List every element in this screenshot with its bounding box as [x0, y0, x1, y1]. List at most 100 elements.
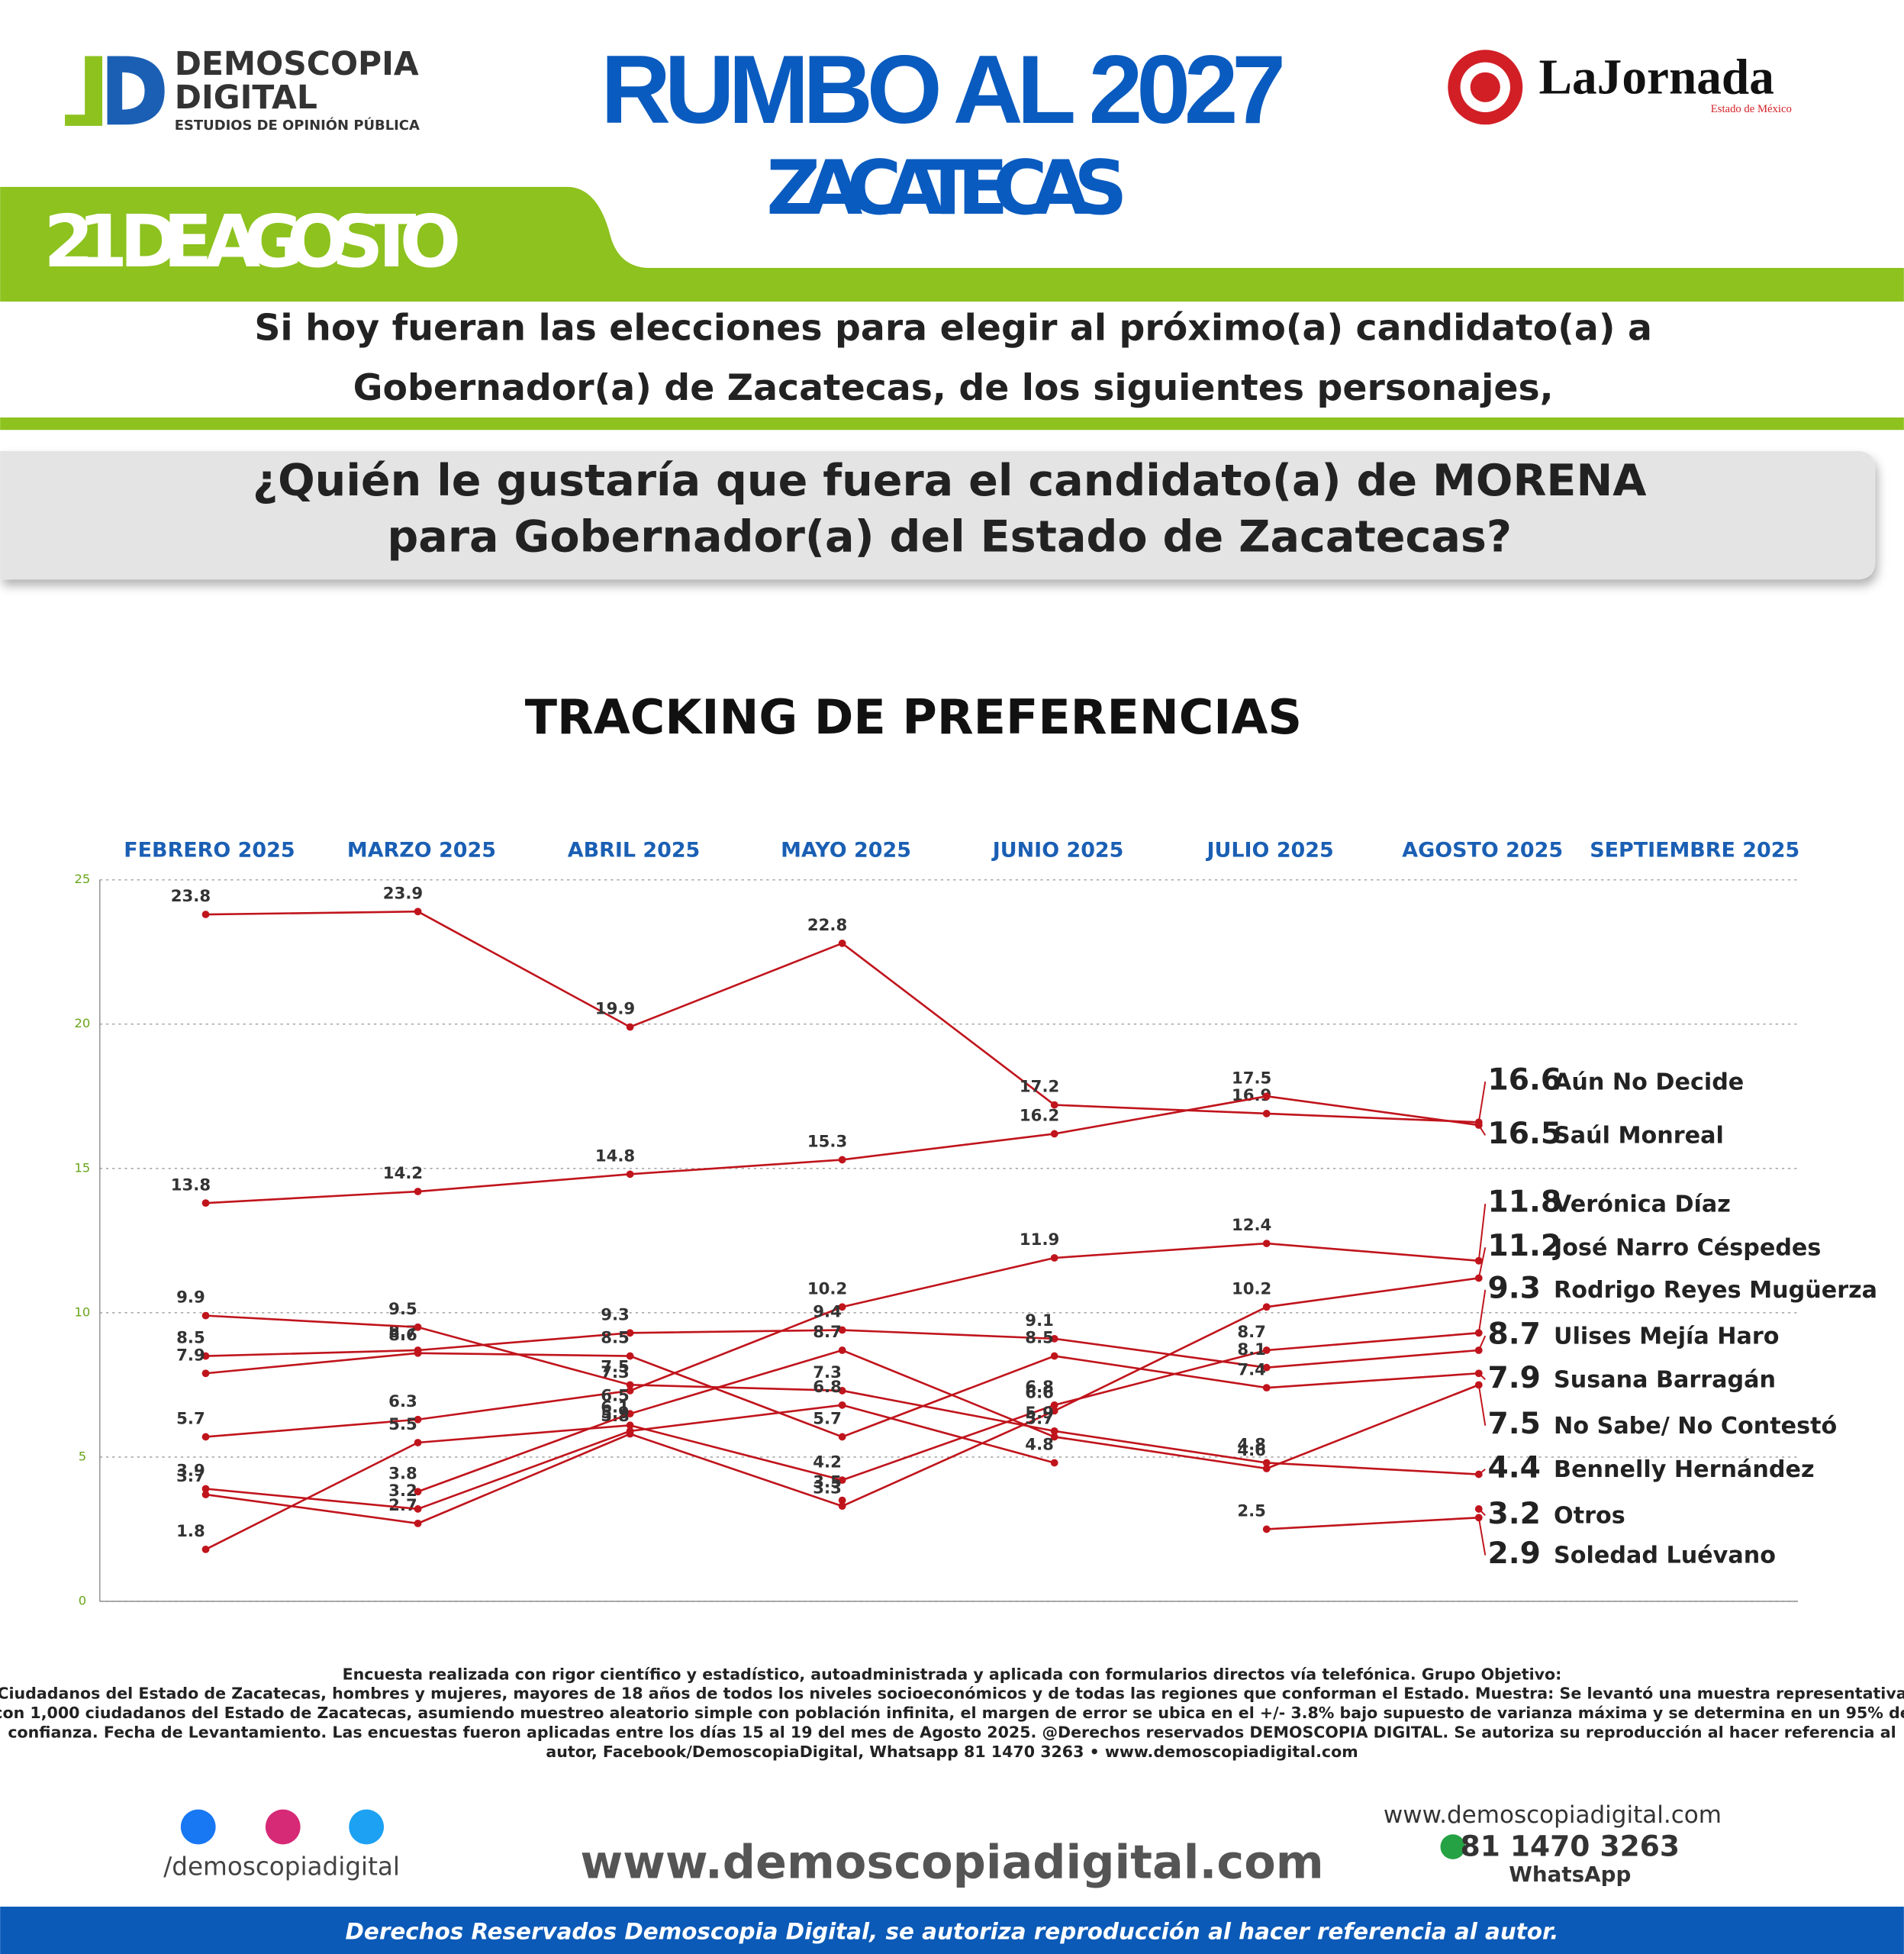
x-tick-label: ABRIL 2025 — [568, 839, 701, 863]
partner-name: LaJornada — [1538, 50, 1774, 105]
footnote: Ciudadanos del Estado de Zacatecas, homb… — [0, 1685, 1904, 1703]
data-label: 13.8 — [171, 1175, 211, 1195]
data-label: 11.9 — [1020, 1230, 1059, 1249]
y-tick-label: 5 — [79, 1449, 86, 1463]
point — [838, 1346, 846, 1354]
point — [414, 1415, 422, 1424]
point — [838, 1326, 846, 1334]
data-label: 6.8 — [1025, 1378, 1054, 1397]
y-tick-label: 10 — [75, 1304, 91, 1319]
data-label: 8.1 — [1237, 1340, 1266, 1359]
footnote: confianza. Fecha de Levantamiento. Las e… — [8, 1723, 1896, 1742]
point — [838, 1303, 846, 1311]
data-label: 7.5 — [601, 1358, 630, 1377]
point — [1050, 1401, 1058, 1409]
footnote: autor, Facebook/DemoscopiaDigital, Whats… — [546, 1743, 1358, 1761]
end-value: 16.6 — [1488, 1063, 1562, 1098]
end-name: Otros — [1554, 1502, 1625, 1529]
data-label: 8.7 — [813, 1323, 842, 1342]
point — [414, 1505, 422, 1513]
point — [414, 908, 422, 916]
point — [201, 1352, 210, 1360]
data-label: 5.9 — [1025, 1404, 1054, 1423]
x-tick-label: JUNIO 2025 — [991, 839, 1124, 863]
data-label: 5.7 — [176, 1410, 205, 1429]
data-label: 4.2 — [813, 1453, 842, 1472]
end-name: José Narro Céspedes — [1552, 1234, 1821, 1261]
y-tick-label: 15 — [75, 1160, 91, 1175]
data-label: 7.9 — [176, 1346, 205, 1365]
data-label: 12.4 — [1232, 1216, 1271, 1235]
data-label: 16.2 — [1020, 1107, 1059, 1126]
question-box — [0, 451, 1876, 580]
intro-line: Gobernador(a) de Zacatecas, de los sigui… — [353, 367, 1554, 409]
point — [626, 1427, 634, 1435]
data-label: 5.9 — [601, 1404, 630, 1423]
end-name: Saúl Monreal — [1554, 1122, 1724, 1149]
point — [414, 1488, 422, 1496]
point — [838, 1476, 846, 1485]
whatsapp: WhatsApp — [1509, 1862, 1631, 1887]
point — [1050, 1352, 1058, 1360]
y-tick-label: 20 — [75, 1016, 91, 1030]
point — [626, 1352, 634, 1360]
data-label: 3.7 — [176, 1467, 205, 1486]
point — [414, 1439, 422, 1446]
leader — [1477, 1385, 1487, 1426]
point — [1262, 1459, 1271, 1467]
x-tick-label: JULIO 2025 — [1206, 839, 1334, 863]
end-value: 16.5 — [1488, 1117, 1562, 1151]
end-name: Bennelly Hernández — [1554, 1456, 1814, 1483]
data-label: 9.9 — [176, 1288, 205, 1308]
data-label: 9.5 — [388, 1300, 417, 1319]
point — [201, 1545, 210, 1553]
data-label: 8.5 — [1025, 1329, 1054, 1348]
end-value: 11.2 — [1488, 1229, 1562, 1263]
social-handle: /demoscopiadigital — [163, 1852, 400, 1881]
end-name: Aún No Decide — [1554, 1069, 1744, 1095]
leader — [1477, 1517, 1487, 1556]
leader — [1477, 1335, 1487, 1351]
point — [626, 1421, 634, 1430]
data-label: 10.2 — [1232, 1279, 1271, 1298]
footnote: con 1,000 ciudadanos del Estado de Zacat… — [0, 1704, 1904, 1722]
chart-title: TRACKING DE PREFERENCIAS — [525, 689, 1302, 745]
point — [414, 1519, 422, 1527]
point — [1050, 1130, 1058, 1138]
data-label: 19.9 — [595, 1000, 635, 1019]
end-value: 9.3 — [1488, 1271, 1541, 1305]
data-label: 9.4 — [813, 1303, 842, 1322]
intro-line: Si hoy fueran las elecciones para elegir… — [254, 308, 1652, 350]
footnote: Encuesta realizada con rigor científico … — [343, 1665, 1562, 1683]
point — [1262, 1465, 1271, 1472]
question-line: para Gobernador(a) del Estado de Zacatec… — [387, 512, 1512, 563]
leader — [1478, 1469, 1486, 1475]
point — [1262, 1240, 1271, 1247]
end-name: Rodrigo Reyes Mugüerza — [1554, 1277, 1877, 1304]
point — [414, 1323, 422, 1331]
data-label: 8.5 — [176, 1329, 205, 1348]
series-line — [1266, 1517, 1479, 1530]
data-label: 6.5 — [601, 1386, 630, 1405]
data-label: 2.7 — [388, 1496, 417, 1515]
end-value: 11.8 — [1488, 1185, 1562, 1220]
banner-text: Derechos Reservados Demoscopia Digital, … — [346, 1919, 1559, 1945]
point — [1050, 1101, 1058, 1109]
series-line — [417, 1349, 1480, 1493]
divider — [0, 417, 1904, 430]
partner-logo — [1448, 50, 1523, 125]
point — [1050, 1407, 1058, 1415]
data-label: 5.5 — [388, 1415, 417, 1434]
website-small: www.demoscopiadigital.com — [1384, 1801, 1722, 1829]
end-value: 2.9 — [1488, 1536, 1541, 1571]
social-icons — [180, 1809, 1466, 1859]
data-label: 8.5 — [601, 1329, 630, 1348]
point — [1262, 1525, 1271, 1533]
data-label: 17.5 — [1232, 1069, 1271, 1088]
data-label: 6.6 — [1025, 1384, 1054, 1403]
point — [201, 1369, 210, 1378]
data-label: 14.8 — [595, 1146, 635, 1166]
end-value: 7.5 — [1488, 1407, 1541, 1441]
